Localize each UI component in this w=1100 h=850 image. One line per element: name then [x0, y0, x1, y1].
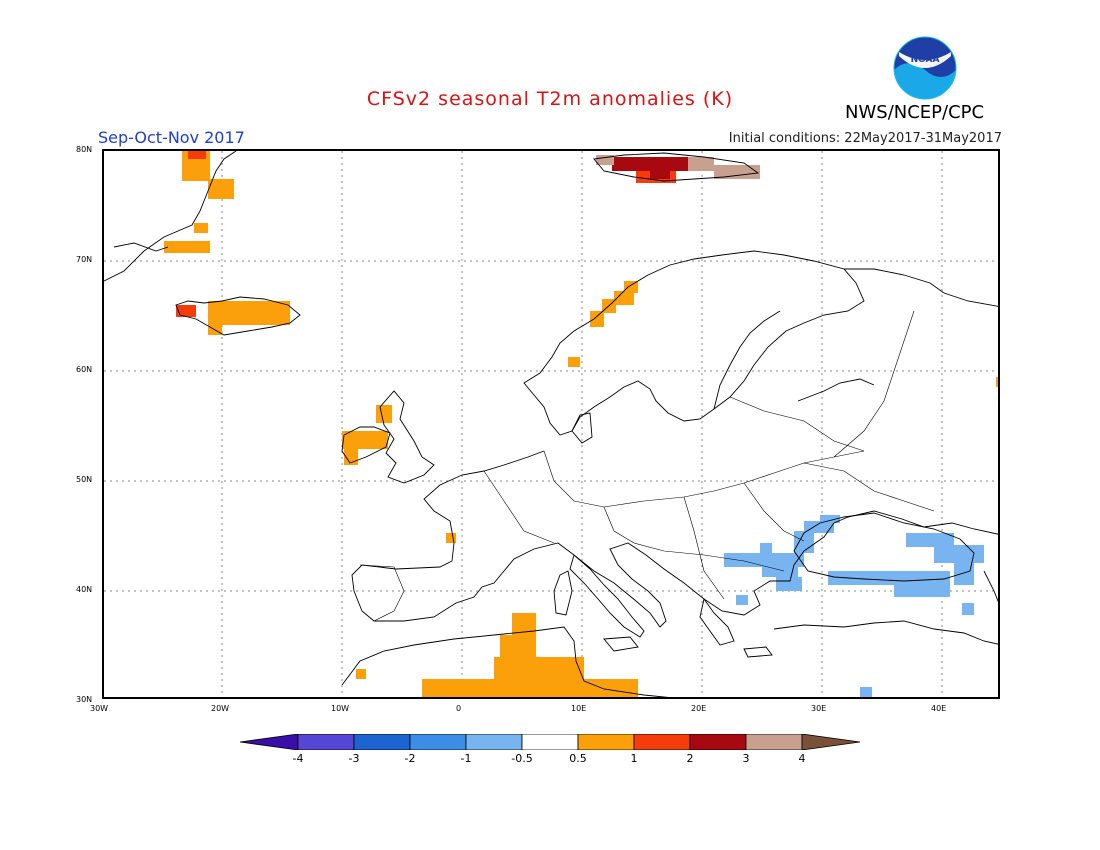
colorbar-segment	[801, 734, 861, 750]
lon-label: 10E	[571, 704, 587, 713]
colorbar-label: 4	[798, 752, 806, 765]
colorbar-label: -1	[460, 752, 472, 765]
coastlines	[104, 151, 998, 697]
colorbar-segment	[521, 734, 579, 750]
colorbar-label: 3	[742, 752, 750, 765]
anomaly-warm-05-1	[164, 151, 998, 697]
colorbar	[240, 734, 861, 750]
anomaly-warm-1-2	[176, 151, 676, 317]
anomaly-warm-3-4	[596, 155, 760, 179]
colorbar-label: -0.5	[511, 752, 533, 765]
borders	[359, 310, 935, 622]
colorbar-segment	[465, 734, 523, 750]
chart-title: CFSv2 seasonal T2m anomalies (K)	[366, 88, 734, 110]
lat-label: 70N	[76, 255, 93, 264]
lat-label: 50N	[76, 475, 93, 484]
season-label: Sep-Oct-Nov 2017	[98, 128, 245, 147]
colorbar-segment	[353, 734, 411, 750]
anomaly-warm-2-3	[612, 157, 688, 179]
lon-label: 40E	[931, 704, 947, 713]
colorbar-label: -4	[292, 752, 304, 765]
colorbar-label: -2	[404, 752, 416, 765]
colorbar-segment	[577, 734, 635, 750]
anomaly-cool-05-1	[724, 515, 984, 697]
lon-label: 0	[456, 704, 462, 713]
colorbar-label: 2	[686, 752, 694, 765]
lon-label: 30W	[90, 704, 109, 713]
noaa-logo: NOAA	[893, 36, 957, 100]
lon-label: 20E	[691, 704, 707, 713]
colorbar-label: 1	[630, 752, 638, 765]
lat-label: 60N	[76, 365, 93, 374]
initial-conditions-label: Initial conditions: 22May2017-31May2017	[728, 131, 1002, 146]
colorbar-segment	[409, 734, 467, 750]
colorbar-label: 0.5	[569, 752, 587, 765]
lon-label: 10W	[331, 704, 350, 713]
lon-label: 30E	[811, 704, 827, 713]
noaa-logo-text: NOAA	[911, 55, 940, 65]
colorbar-segment	[297, 734, 355, 750]
lat-label: 30N	[76, 695, 93, 704]
graticule	[104, 151, 998, 697]
colorbar-segment	[240, 734, 299, 750]
colorbar-segment	[745, 734, 803, 750]
agency-label: NWS/NCEP/CPC	[845, 102, 985, 123]
map-canvas	[104, 151, 998, 697]
map-frame	[102, 149, 1000, 699]
colorbar-segment	[633, 734, 691, 750]
lon-label: 20W	[211, 704, 230, 713]
lat-label: 40N	[76, 585, 93, 594]
colorbar-segment	[689, 734, 747, 750]
colorbar-label: -3	[348, 752, 360, 765]
lat-label: 80N	[76, 145, 93, 154]
